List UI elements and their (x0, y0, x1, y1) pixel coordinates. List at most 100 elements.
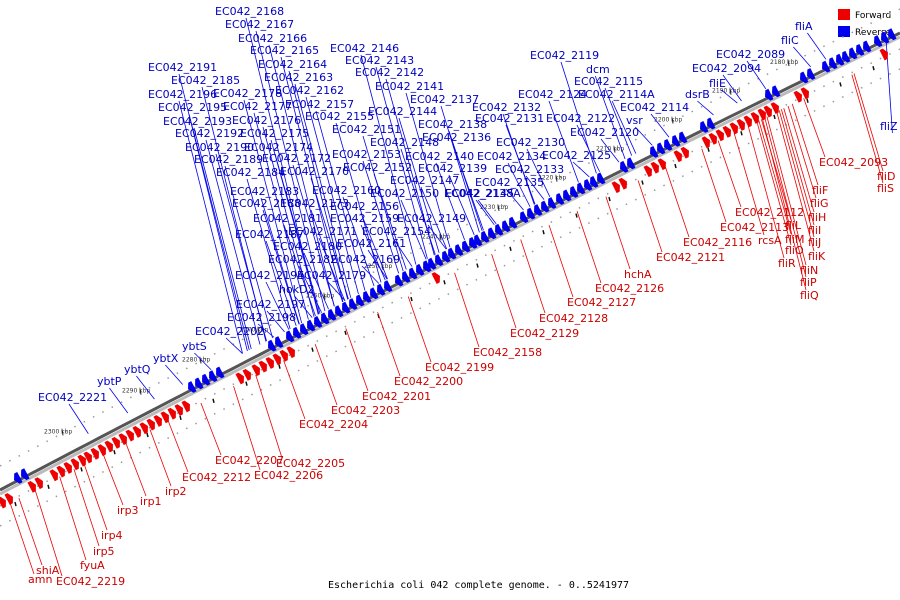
gene-label-ec042-2165[interactable]: EC042_2165 (250, 44, 319, 57)
gene-label-ec042-2199[interactable]: EC042_2199 (425, 361, 494, 374)
gene-label-ec042-2204[interactable]: EC042_2204 (299, 418, 368, 431)
gene-label-dsrb[interactable]: dsrB (685, 88, 710, 101)
gene-label-ybtq[interactable]: ybtQ (124, 363, 151, 376)
reverse-gene-arrow-25[interactable] (400, 271, 411, 284)
reverse-gene-arrow-47[interactable] (554, 193, 565, 206)
forward-gene-arrow-90[interactable] (111, 436, 122, 449)
gene-label-ec042-2150[interactable]: EC042_2150 (370, 187, 439, 200)
forward-gene-arrow-115[interactable] (673, 149, 684, 163)
gene-label-ec042-2120[interactable]: EC042_2120 (570, 126, 639, 139)
forward-gene-arrow-122[interactable] (736, 118, 747, 131)
reverse-gene-arrow-74[interactable] (872, 35, 883, 48)
forward-gene-arrow-82[interactable] (56, 465, 67, 478)
gene-label-dcm[interactable]: dcm (586, 63, 610, 76)
forward-gene-arrow-105[interactable] (265, 356, 276, 369)
forward-gene-arrow-98[interactable] (167, 407, 178, 420)
gene-label-ec042-2194[interactable]: EC042_2194 (235, 269, 304, 282)
reverse-gene-arrow-44[interactable] (532, 204, 543, 217)
reverse-gene-arrow-2[interactable] (186, 381, 197, 394)
gene-label-ec042-2182[interactable]: EC042_2182 (268, 253, 337, 266)
reverse-gene-arrow-30[interactable] (433, 254, 444, 268)
reverse-gene-arrow-55[interactable] (625, 157, 636, 171)
forward-gene-arrow-120[interactable] (722, 125, 733, 138)
reverse-gene-arrow-27[interactable] (414, 263, 425, 277)
forward-gene-arrow-128[interactable] (793, 90, 804, 103)
gene-label-ec042-2161[interactable]: EC042_2161 (337, 237, 406, 250)
reverse-gene-arrow-56[interactable] (648, 145, 659, 159)
gene-label-ec042-2164[interactable]: EC042_2164 (258, 58, 327, 71)
forward-gene-arrow-94[interactable] (139, 421, 150, 435)
gene-label-ec042-2136[interactable]: EC042_2136 (422, 131, 491, 144)
gene-label-ec042-2193[interactable]: EC042_2193 (163, 115, 232, 128)
forward-gene-arrow-119[interactable] (715, 128, 726, 142)
gene-label-ec042-2207[interactable]: EC042_2207 (215, 454, 284, 467)
gene-label-ec042-2170[interactable]: EC042_2170 (280, 165, 349, 178)
gene-label-flip[interactable]: fliP (800, 276, 817, 289)
gene-label-flia[interactable]: fliA (795, 20, 813, 33)
forward-gene-arrow-93[interactable] (132, 425, 143, 438)
gene-label-ec042-2174[interactable]: EC042_2174 (244, 141, 313, 154)
forward-gene-arrow-121[interactable] (729, 121, 740, 135)
gene-label-flig[interactable]: fliG (810, 197, 829, 210)
gene-label-ec042-2149[interactable]: EC042_2149 (397, 212, 466, 225)
reverse-gene-arrow-1[interactable] (19, 468, 30, 482)
reverse-gene-arrow-37[interactable] (479, 230, 490, 244)
forward-gene-arrow-81[interactable] (49, 468, 60, 482)
gene-label-ybtp[interactable]: ybtP (97, 375, 122, 388)
gene-label-amn[interactable]: amn (28, 573, 52, 586)
gene-label-ec042-2201[interactable]: EC042_2201 (362, 390, 431, 403)
reverse-gene-arrow-67[interactable] (820, 60, 831, 74)
gene-label-ec042-2179[interactable]: EC042_2179 (297, 269, 366, 282)
reverse-gene-arrow-72[interactable] (854, 43, 865, 57)
gene-label-ec042-2172[interactable]: EC042_2172 (262, 152, 331, 165)
gene-label-fliz[interactable]: fliZ (880, 120, 898, 133)
gene-label-ec042-2219[interactable]: EC042_2219 (56, 575, 125, 588)
gene-label-ec042-2166[interactable]: EC042_2166 (238, 32, 307, 45)
gene-label-ec042-2145[interactable]: EC042_2145 (445, 187, 514, 200)
forward-gene-arrow-117[interactable] (701, 135, 712, 149)
forward-gene-arrow-108[interactable] (286, 345, 297, 359)
gene-label-ec042-2147[interactable]: EC042_2147 (390, 174, 459, 187)
reverse-gene-arrow-71[interactable] (847, 47, 858, 61)
reverse-gene-arrow-65[interactable] (798, 71, 809, 85)
gene-label-flii[interactable]: fliI (808, 224, 821, 237)
reverse-gene-arrow-14[interactable] (319, 312, 330, 326)
gene-label-ec042-2133[interactable]: EC042_2133 (495, 163, 564, 176)
gene-label-ec042-2144[interactable]: EC042_2144 (368, 105, 437, 118)
reverse-gene-arrow-0[interactable] (12, 471, 23, 485)
gene-label-ec042-2094[interactable]: EC042_2094 (692, 62, 761, 75)
forward-gene-arrow-109[interactable] (431, 271, 442, 284)
reverse-gene-arrow-64[interactable] (770, 85, 781, 99)
reverse-gene-arrow-57[interactable] (655, 142, 666, 156)
reverse-gene-arrow-18[interactable] (347, 298, 358, 311)
reverse-gene-arrow-60[interactable] (677, 131, 688, 145)
gene-label-flil[interactable]: fliL (785, 219, 802, 232)
gene-label-flih[interactable]: fliH (808, 211, 826, 224)
gene-label-ec042-2128[interactable]: EC042_2128 (539, 312, 608, 325)
gene-label-ec042-2200[interactable]: EC042_2200 (394, 375, 463, 388)
gene-label-fliq[interactable]: fliQ (800, 289, 819, 302)
forward-gene-arrow-92[interactable] (125, 429, 136, 442)
gene-label-hcha[interactable]: hchA (624, 268, 652, 281)
forward-gene-arrow-101[interactable] (235, 372, 246, 385)
reverse-gene-arrow-24[interactable] (393, 274, 404, 288)
forward-gene-arrow-113[interactable] (650, 161, 661, 174)
gene-label-ec042-2169[interactable]: EC042_2169 (331, 253, 400, 266)
reverse-gene-arrow-66[interactable] (805, 68, 816, 81)
reverse-gene-arrow-54[interactable] (618, 160, 629, 174)
forward-gene-arrow-106[interactable] (272, 352, 283, 366)
forward-gene-arrow-91[interactable] (118, 432, 129, 446)
reverse-gene-arrow-42[interactable] (518, 211, 529, 225)
forward-gene-arrow-110[interactable] (611, 180, 622, 194)
gene-label-ec042-2191[interactable]: EC042_2191 (148, 61, 217, 74)
forward-gene-arrow-103[interactable] (251, 363, 262, 377)
gene-label-ec042-2203[interactable]: EC042_2203 (331, 404, 400, 417)
gene-label-ec042-2173[interactable]: EC042_2173 (280, 197, 349, 210)
reverse-gene-arrow-69[interactable] (834, 53, 845, 67)
gene-label-flis[interactable]: fliS (877, 182, 894, 195)
reverse-gene-arrow-13[interactable] (312, 316, 323, 329)
reverse-gene-arrow-51[interactable] (582, 178, 593, 192)
forward-gene-arrow-86[interactable] (83, 451, 94, 464)
reverse-gene-arrow-76[interactable] (886, 28, 897, 42)
reverse-gene-arrow-28[interactable] (421, 260, 432, 274)
